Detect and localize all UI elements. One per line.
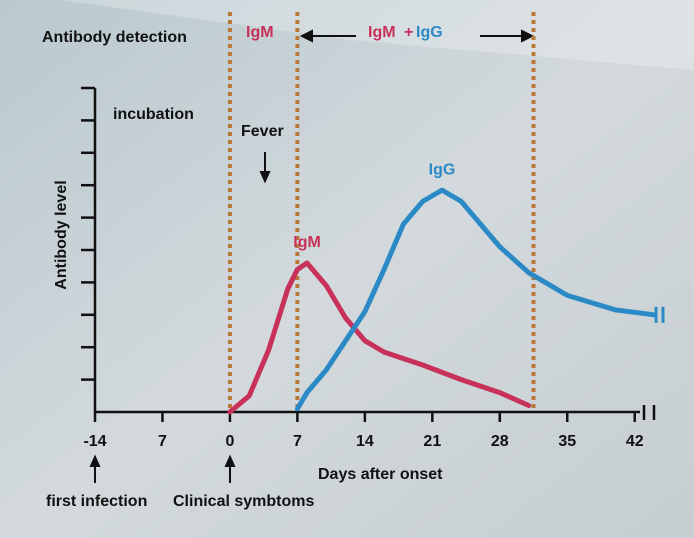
x-tick-label: 28 [491,433,509,450]
x-tick-label: 35 [558,433,576,450]
axis-break [642,405,656,420]
series-label: IgG [429,161,456,178]
first-infection-label: first infection [46,493,147,510]
both-igm-label: IgM [368,24,396,41]
incubation-label: incubation [113,106,194,123]
series-line [227,260,532,415]
x-tick-label: 7 [293,433,302,450]
bottom-arrows [89,454,236,483]
igm-phase-label: IgM [246,24,274,41]
x-tick-label: 7 [158,433,167,450]
y-axis-label: Antibody level [53,180,70,289]
x-tick-label: 42 [626,433,644,450]
plus-label: + [404,24,413,41]
x-tick-label: 21 [423,433,441,450]
detection-arrows [299,29,535,43]
both-igg-label: IgG [416,24,443,41]
clinical-label: Clinical symbtoms [173,493,314,510]
series-line [294,187,657,412]
fever-label: Fever [241,123,284,140]
x-tick-label: -14 [83,433,106,450]
detection-label: Antibody detection [42,29,187,46]
series-label: IgM [293,234,321,251]
x-axis-label: Days after onset [318,466,443,483]
fever-arrow [259,152,271,184]
x-tick-label: 0 [225,433,234,450]
x-tick-label: 14 [356,433,374,450]
